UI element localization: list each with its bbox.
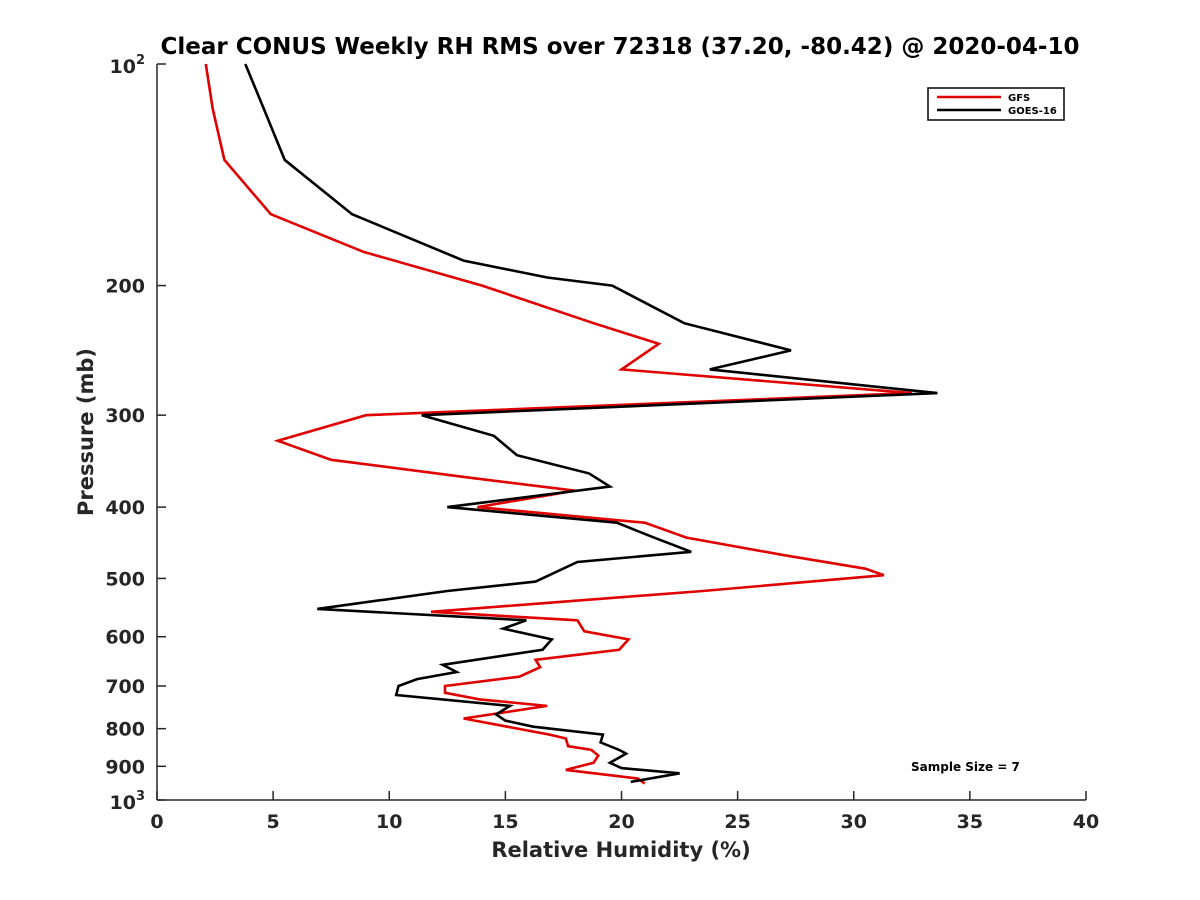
series-line-goes16 xyxy=(244,63,938,784)
x-tick-label: 5 xyxy=(267,811,280,833)
series-layer xyxy=(204,63,938,785)
y-tick-exponent: 2 xyxy=(136,53,145,68)
chart-title: Clear CONUS Weekly RH RMS over 72318 (37… xyxy=(161,34,1080,60)
x-tick-label: 25 xyxy=(724,811,750,833)
x-tick-label: 0 xyxy=(150,811,163,833)
legend-label-goes16: GOES-16 xyxy=(1008,106,1057,117)
x-tick-label: 20 xyxy=(608,811,634,833)
y-axis-label: Pressure (mb) xyxy=(74,348,98,516)
x-tick-label: 10 xyxy=(376,811,402,833)
y-tick-base: 10 xyxy=(110,56,136,78)
y-tick-label: 500 xyxy=(105,568,145,590)
sample-size-annotation: Sample Size = 7 xyxy=(911,760,1020,774)
y-tick-exponent: 3 xyxy=(136,789,145,804)
y-tick-label: 900 xyxy=(105,756,145,778)
series-line-gfs xyxy=(204,63,912,785)
y-tick-label: 103 xyxy=(110,789,146,814)
y-tick-label: 300 xyxy=(105,405,145,427)
x-tick-label: 30 xyxy=(841,811,867,833)
y-tick-label: 800 xyxy=(105,719,145,741)
x-tick-label: 40 xyxy=(1073,811,1099,833)
x-tick-label: 35 xyxy=(957,811,983,833)
x-tick-label: 15 xyxy=(492,811,518,833)
legend: GFS GOES-16 xyxy=(927,87,1065,121)
x-axis-label: Relative Humidity (%) xyxy=(491,838,750,862)
y-tick-label: 200 xyxy=(105,276,145,298)
y-tick-label: 102 xyxy=(110,53,146,78)
y-tick-label: 600 xyxy=(105,627,145,649)
x-ticks: 0 5 10 15 20 25 30 35 40 xyxy=(150,791,1099,833)
legend-label-gfs: GFS xyxy=(1008,93,1030,104)
y-tick-label: 400 xyxy=(105,497,145,519)
legend-box xyxy=(927,87,1065,121)
y-tick-label: 700 xyxy=(105,676,145,698)
y-tick-base: 10 xyxy=(110,792,136,814)
